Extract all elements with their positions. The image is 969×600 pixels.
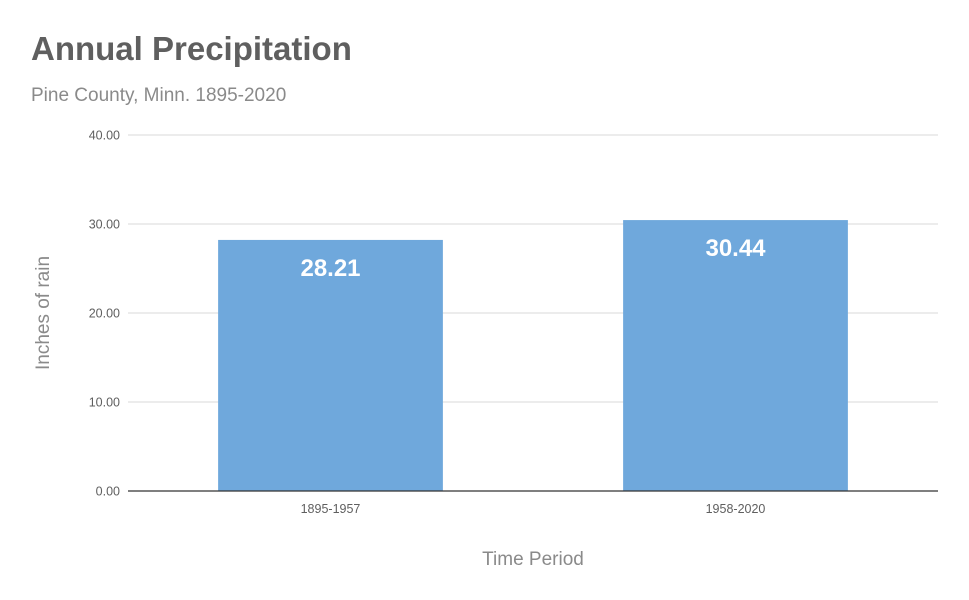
- y-tick-label: 20.00: [89, 307, 120, 321]
- chart-subtitle: Pine County, Minn. 1895-2020: [31, 85, 287, 106]
- bar-1958-2020: [623, 220, 848, 492]
- y-axis-ticks: 0.00 10.00 20.00 30.00 40.00: [89, 129, 120, 499]
- y-tick-label: 0.00: [96, 485, 120, 499]
- y-tick-label: 10.00: [89, 396, 120, 410]
- y-tick-label: 40.00: [89, 129, 120, 143]
- y-tick-label: 30.00: [89, 218, 120, 232]
- data-label: 30.44: [705, 235, 766, 262]
- x-axis-ticks: 1895-1957 1958-2020: [301, 502, 766, 516]
- data-labels: 28.21 30.44: [300, 235, 766, 282]
- y-axis-title: Inches of rain: [33, 256, 54, 370]
- bar-1895-1957: [218, 239, 443, 491]
- x-tick-label: 1958-2020: [706, 502, 766, 516]
- bars: [218, 220, 848, 492]
- chart-title: Annual Precipitation: [31, 30, 352, 67]
- x-tick-label: 1895-1957: [301, 502, 361, 516]
- data-label: 28.21: [300, 255, 360, 282]
- x-axis-title: Time Period: [482, 549, 584, 570]
